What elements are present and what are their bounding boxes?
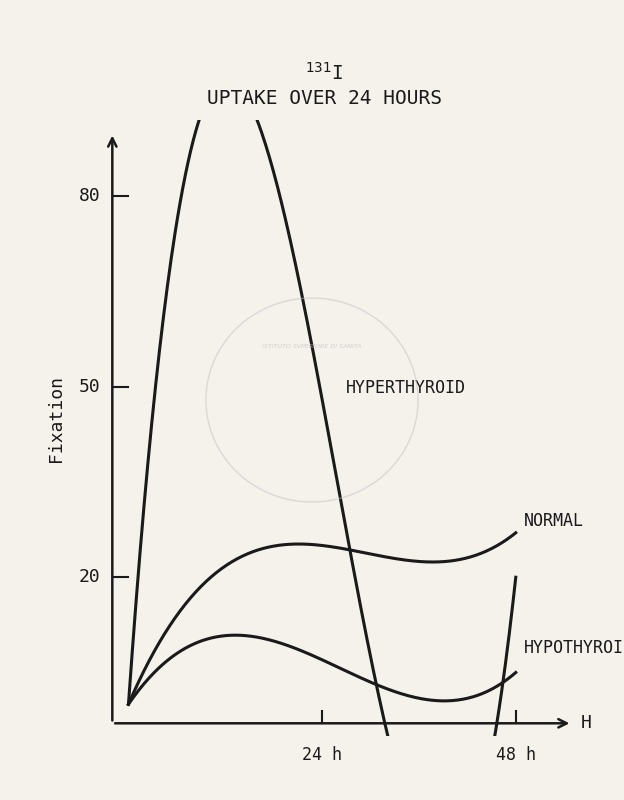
- Text: $^{131}$I: $^{131}$I: [305, 62, 344, 84]
- Text: UPTAKE OVER 24 HOURS: UPTAKE OVER 24 HOURS: [207, 89, 442, 108]
- Text: 80: 80: [79, 187, 100, 206]
- Text: 50: 50: [79, 378, 100, 396]
- Text: 20: 20: [79, 568, 100, 586]
- Text: H: H: [580, 714, 591, 732]
- Text: 48 h: 48 h: [496, 746, 536, 763]
- Text: ISTITUTO SVPERIORE DI SANITA: ISTITUTO SVPERIORE DI SANITA: [262, 343, 362, 349]
- Text: NORMAL: NORMAL: [524, 513, 584, 530]
- Text: Fixation: Fixation: [47, 375, 65, 462]
- Text: 24 h: 24 h: [302, 746, 342, 763]
- Text: HYPERTHYROID: HYPERTHYROID: [346, 379, 466, 397]
- Text: HYPOTHYROID: HYPOTHYROID: [524, 639, 624, 658]
